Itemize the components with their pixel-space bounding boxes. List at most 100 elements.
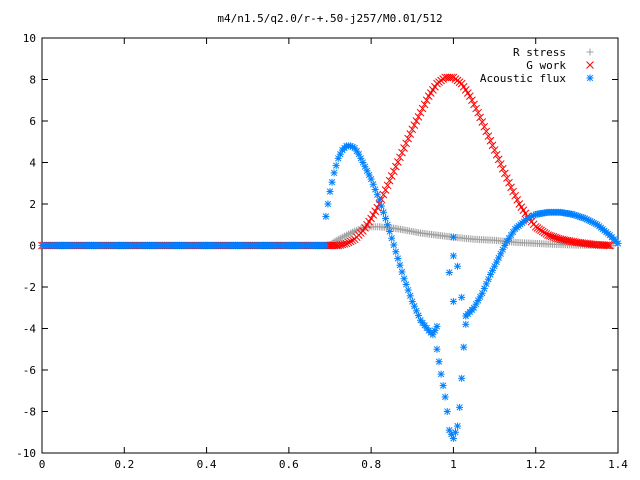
data-point	[381, 186, 390, 194]
data-point	[468, 96, 476, 105]
data-point	[435, 358, 443, 366]
y-tick-label: 2	[29, 198, 36, 211]
data-point	[604, 241, 612, 250]
data-point	[474, 296, 482, 304]
series-g-work	[38, 73, 614, 250]
data-point	[509, 187, 517, 196]
data-point	[458, 293, 466, 301]
data-point	[445, 268, 453, 276]
data-point	[390, 241, 398, 249]
data-point	[420, 100, 429, 109]
data-point	[449, 233, 457, 241]
data-point	[480, 122, 489, 131]
data-point	[383, 181, 392, 190]
data-point	[396, 261, 404, 269]
data-point	[382, 215, 390, 223]
data-point	[496, 160, 505, 168]
data-point	[404, 286, 412, 294]
data-point	[486, 136, 495, 145]
y-tick-label: 8	[29, 74, 36, 87]
data-point	[340, 240, 349, 248]
data-point	[474, 108, 482, 117]
data-point	[408, 125, 417, 134]
x-tick-label: 1.4	[608, 458, 628, 471]
data-point	[332, 162, 340, 170]
data-point	[454, 262, 462, 270]
data-point	[385, 176, 394, 185]
data-point	[348, 236, 357, 245]
data-point	[388, 234, 396, 242]
data-point	[344, 238, 353, 247]
data-point	[324, 200, 332, 208]
data-point	[387, 172, 396, 180]
y-tick-label: -4	[23, 323, 37, 336]
y-tick-label: -6	[23, 364, 36, 377]
data-point	[369, 211, 378, 219]
data-point	[507, 183, 515, 192]
data-point	[377, 202, 385, 210]
data-point	[498, 164, 507, 173]
x-tick-label: 0.8	[361, 458, 381, 471]
data-point	[449, 434, 457, 442]
data-point	[470, 100, 478, 109]
data-point	[503, 174, 511, 182]
data-point	[394, 254, 402, 262]
y-tick-label: 6	[29, 115, 36, 128]
data-point	[488, 141, 497, 150]
data-point	[614, 239, 622, 247]
chart-title: m4/n1.5/q2.0/r-+.50-j257/M0.01/512	[217, 12, 442, 25]
data-point	[484, 132, 493, 140]
data-point	[437, 370, 445, 378]
data-point	[392, 248, 400, 256]
data-point	[367, 214, 375, 223]
data-point	[398, 148, 406, 157]
data-point	[400, 144, 408, 152]
data-point	[386, 227, 394, 235]
data-point	[402, 139, 410, 148]
data-point	[605, 241, 614, 250]
data-point	[602, 241, 610, 250]
data-point	[322, 242, 330, 249]
legend-label: G work	[526, 59, 566, 72]
data-point	[433, 322, 441, 330]
data-point	[466, 92, 474, 100]
data-point	[375, 196, 383, 204]
data-point	[449, 252, 457, 260]
y-tick-label: 0	[29, 240, 36, 253]
x-tick-label: 1.2	[526, 458, 546, 471]
plot-axes: 0 0.2 0.4 0.6 0.8 1 1.2 1.4 -10 -8 -6 -4 -2 0 2 4 6 8 10	[16, 32, 628, 471]
y-tick-label: -2	[23, 281, 36, 294]
legend-marker	[586, 48, 594, 56]
series-acoustic-flux	[38, 142, 622, 442]
data-point	[414, 112, 423, 121]
legend-marker	[586, 74, 594, 82]
legend-label: R stress	[513, 46, 566, 59]
data-point	[400, 275, 408, 283]
data-point	[451, 428, 459, 436]
y-tick-label: 4	[29, 157, 36, 170]
data-point	[391, 162, 400, 171]
data-point	[422, 96, 431, 105]
data-point	[501, 169, 509, 178]
y-tick-label: 10	[23, 32, 36, 45]
data-point	[346, 237, 355, 246]
data-point	[447, 73, 456, 82]
data-point	[371, 207, 380, 216]
data-point	[398, 268, 406, 276]
data-point	[384, 221, 392, 229]
data-point	[476, 113, 485, 122]
data-point	[456, 403, 464, 411]
data-point	[330, 169, 338, 177]
plot-marks	[38, 73, 622, 442]
data-point	[328, 178, 336, 186]
data-point	[418, 104, 427, 113]
x-tick-label: 0.2	[114, 458, 134, 471]
data-point	[389, 167, 398, 176]
data-point	[505, 178, 513, 187]
data-point	[379, 190, 388, 199]
data-point	[433, 345, 441, 353]
data-point	[404, 134, 413, 143]
data-point	[406, 292, 414, 300]
data-point	[454, 422, 462, 430]
